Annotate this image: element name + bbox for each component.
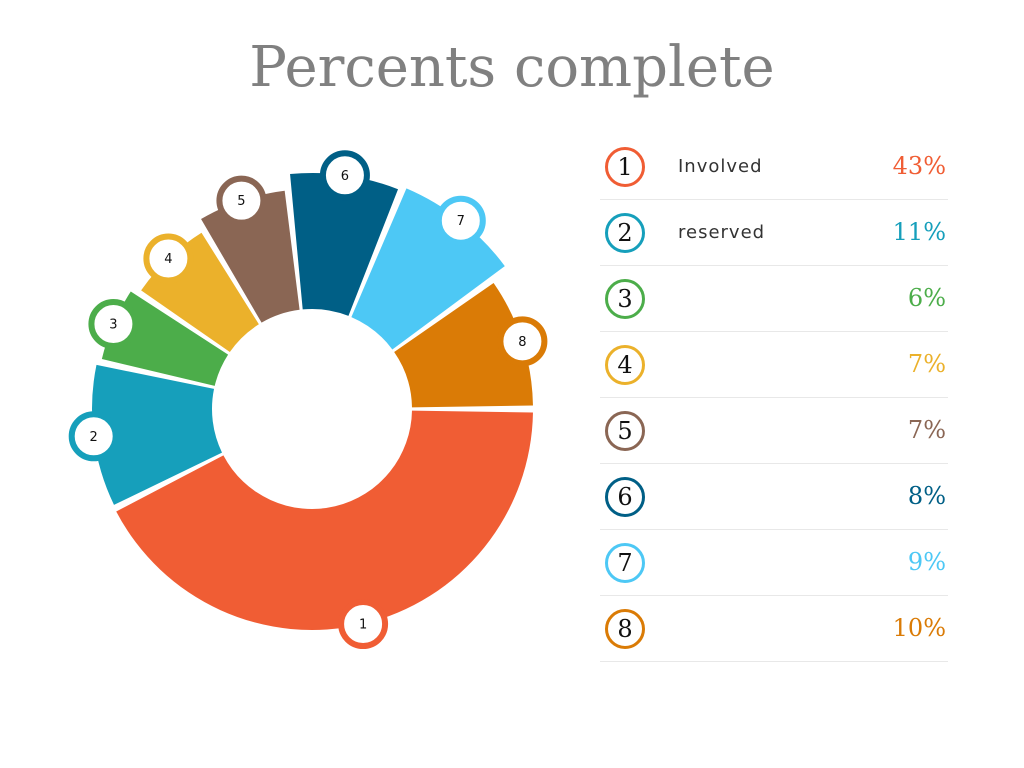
legend-value-7: 9%: [907, 548, 946, 576]
legend-marker-6: 6: [605, 477, 645, 517]
legend-value-3: 6%: [907, 284, 946, 312]
slice-2: [91, 364, 222, 505]
slice-marker-6: 6: [319, 150, 370, 201]
legend-marker-4: 4: [605, 345, 645, 385]
legend-marker-8: 8: [605, 609, 645, 649]
slice-marker-1: 1: [338, 599, 389, 650]
legend-value-6: 8%: [907, 482, 946, 510]
slice-marker-label-3: 3: [109, 318, 117, 333]
legend-marker-2: 2: [605, 213, 645, 253]
slice-marker-label-6: 6: [341, 169, 349, 184]
slice-marker-label-1: 1: [359, 618, 367, 633]
legend: 1 Involved 43% 2 reserved 11% 3 6% 4 7% …: [600, 134, 948, 662]
slice-marker-label-8: 8: [518, 335, 526, 350]
legend-label-2: reserved: [678, 222, 766, 243]
legend-value-5: 7%: [907, 416, 946, 444]
legend-value-1: 43%: [892, 152, 946, 180]
slice-marker-2: 2: [68, 411, 119, 462]
legend-row-6: 6 8%: [600, 464, 948, 530]
legend-value-4: 7%: [907, 350, 946, 378]
legend-marker-5: 5: [605, 411, 645, 451]
legend-row-8: 8 10%: [600, 596, 948, 662]
slice-6: [290, 172, 399, 316]
slice-marker-label-5: 5: [237, 194, 245, 209]
legend-value-8: 10%: [892, 614, 946, 642]
slice-1: [116, 410, 533, 630]
legend-row-3: 3 6%: [600, 266, 948, 332]
legend-row-4: 4 7%: [600, 332, 948, 398]
chart-title: Percents complete: [249, 35, 775, 100]
legend-value-2: 11%: [892, 218, 946, 246]
legend-marker-7: 7: [605, 543, 645, 583]
slice-marker-3: 3: [88, 299, 139, 350]
legend-row-5: 5 7%: [600, 398, 948, 464]
slice-marker-label-2: 2: [90, 430, 98, 445]
slice-marker-5: 5: [216, 175, 267, 226]
legend-marker-1: 1: [605, 147, 645, 187]
slice-marker-8: 8: [497, 316, 548, 367]
legend-marker-3: 3: [605, 279, 645, 319]
slice-marker-7: 7: [435, 195, 486, 246]
slice-marker-label-4: 4: [164, 252, 172, 267]
legend-label-1: Involved: [678, 156, 763, 177]
slice-marker-4: 4: [143, 233, 194, 284]
legend-row-2: 2 reserved 11%: [600, 200, 948, 266]
legend-row-7: 7 9%: [600, 530, 948, 596]
legend-row-1: 1 Involved 43%: [600, 134, 948, 200]
slice-5: [201, 190, 300, 323]
slice-8: [394, 283, 533, 408]
slice-marker-label-7: 7: [457, 214, 465, 229]
donut-chart: 1 2 3 4 5 6 7 8: [68, 150, 548, 650]
